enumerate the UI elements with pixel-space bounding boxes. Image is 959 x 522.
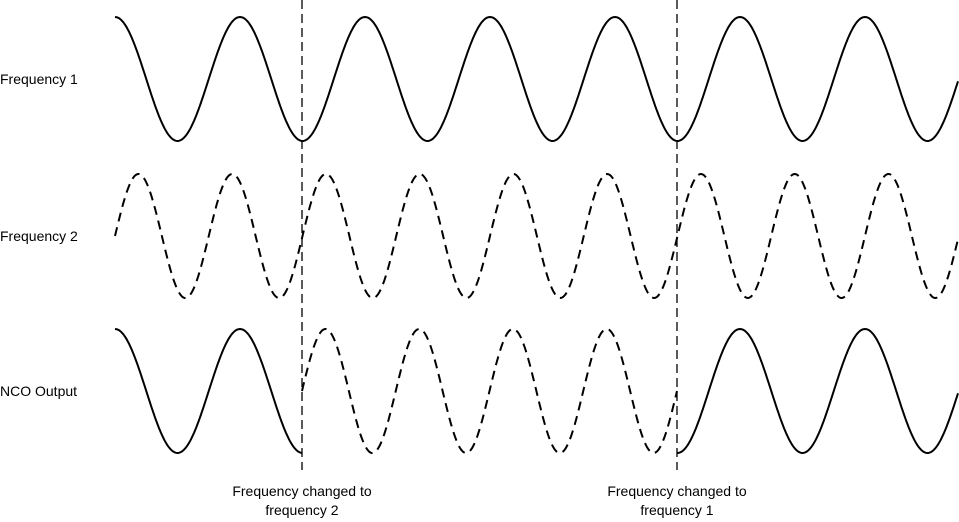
frequency-2-waveform	[114, 172, 959, 300]
annotation-line2: frequency 2	[265, 502, 339, 518]
nco-output-segment-frequency-1	[114, 327, 303, 454]
annotation-line2: frequency 1	[640, 502, 714, 518]
annotation-line1: Frequency changed to	[232, 483, 372, 499]
frequency-1-waveform	[114, 15, 959, 142]
nco-output-segment-frequency-1-resumed	[677, 327, 959, 454]
annotation-line1: Frequency changed to	[607, 483, 747, 499]
row-label-frequency-1: Frequency 1	[0, 71, 78, 87]
annotation-change-to-frequency-1: Frequency changed to frequency 1	[577, 482, 777, 520]
annotation-change-to-frequency-2: Frequency changed to frequency 2	[202, 482, 402, 520]
row-label-frequency-2: Frequency 2	[0, 228, 78, 244]
nco-output-segment-frequency-2	[301, 327, 678, 455]
row-label-nco-output: NCO Output	[0, 383, 78, 399]
